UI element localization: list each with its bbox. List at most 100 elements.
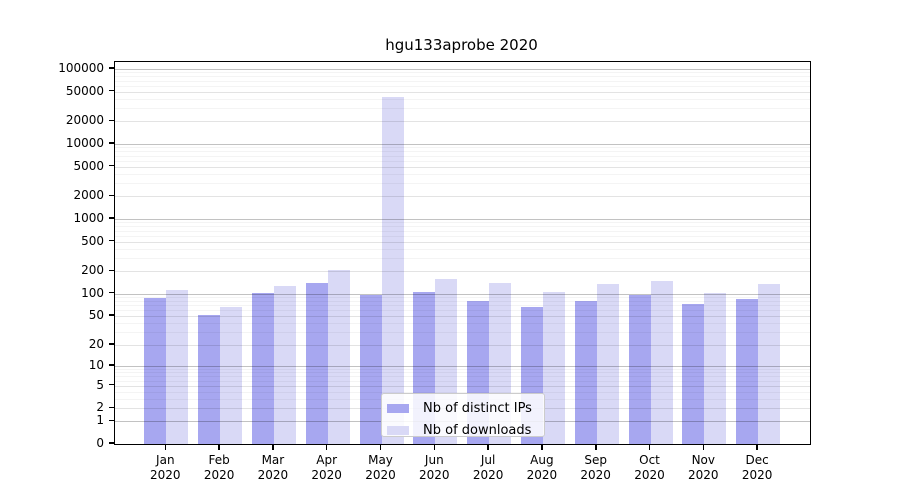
gridline xyxy=(115,91,810,93)
x-axis-tick-label: Jul 2020 xyxy=(472,453,504,482)
bar-sep-distinct-ips xyxy=(574,300,597,444)
gridline-minor xyxy=(115,332,810,334)
bar-apr-downloads xyxy=(327,270,350,444)
x-tick-mark xyxy=(218,444,220,450)
x-tick-mark xyxy=(272,444,274,450)
bar-jan-downloads xyxy=(166,290,189,444)
y-axis-tick-label: 10000 xyxy=(65,136,104,150)
gridline-minor xyxy=(115,305,810,307)
y-tick-mark xyxy=(109,194,114,197)
bar-oct-distinct-ips xyxy=(628,295,651,444)
plot-area: Nb of distinct IPs Nb of downloads xyxy=(114,61,811,445)
y-axis-tick-label: 50000 xyxy=(65,83,104,98)
y-tick-mark xyxy=(109,217,114,219)
bar-dec-distinct-ips xyxy=(736,299,759,444)
gridline-minor xyxy=(115,80,810,82)
y-axis-tick-label: 0 xyxy=(96,436,104,450)
x-axis-tick-label: May 2020 xyxy=(365,453,396,482)
bar-jan-distinct-ips xyxy=(144,297,167,444)
x-axis-tick-label: Aug 2020 xyxy=(526,453,558,482)
bar-nov-distinct-ips xyxy=(682,303,705,444)
y-tick-mark xyxy=(109,239,114,242)
bar-sep-downloads xyxy=(596,283,619,444)
gridline-minor xyxy=(115,380,810,382)
gridline xyxy=(115,365,810,367)
gridline-minor xyxy=(115,160,810,162)
gridline-minor xyxy=(115,226,810,228)
legend-item-distinct-ips: Nb of distinct IPs xyxy=(387,399,544,418)
gridline-minor xyxy=(115,323,810,324)
gridline xyxy=(115,385,810,387)
bar-feb-distinct-ips xyxy=(198,315,221,444)
y-axis-tick-label: 100 xyxy=(81,285,104,300)
gridline-minor xyxy=(115,147,810,149)
gridline xyxy=(115,344,810,346)
x-tick-mark xyxy=(325,444,328,450)
gridline-minor xyxy=(115,376,810,378)
bar-feb-downloads xyxy=(220,306,243,444)
legend-swatch-downloads xyxy=(387,426,409,435)
y-axis-tick-label: 2000 xyxy=(73,188,104,203)
x-axis-tick-label: Feb 2020 xyxy=(203,453,235,482)
y-tick-mark xyxy=(109,269,114,271)
gridline-minor xyxy=(115,258,810,260)
gridline-minor xyxy=(115,173,810,175)
bar-oct-downloads xyxy=(650,280,673,444)
chart-title: hgu133aprobe 2020 xyxy=(385,36,538,54)
gridline-minor xyxy=(115,300,810,302)
gridline-minor xyxy=(115,76,810,78)
y-tick-mark xyxy=(109,89,114,92)
y-tick-mark xyxy=(109,343,114,345)
gridline xyxy=(115,315,810,317)
legend-swatch-distinct-ips xyxy=(387,404,409,413)
y-axis-tick-label: 2 xyxy=(96,400,104,415)
y-tick-mark xyxy=(109,119,114,122)
y-axis-tick-label: 1 xyxy=(96,413,104,428)
gridline-minor xyxy=(115,230,810,232)
bar-aug-downloads xyxy=(542,292,565,444)
y-axis-tick-label: 10 xyxy=(88,357,104,372)
x-axis-tick-label: Apr 2020 xyxy=(311,453,342,482)
x-axis-tick-label: Mar 2020 xyxy=(257,453,289,482)
x-tick-mark xyxy=(541,444,543,450)
y-tick-mark xyxy=(109,314,114,316)
gridline-minor xyxy=(115,108,810,110)
y-axis-tick-label: 500 xyxy=(81,233,104,248)
gridline-minor xyxy=(115,98,810,100)
y-tick-mark xyxy=(109,364,114,366)
gridline-minor xyxy=(115,369,810,370)
x-tick-mark xyxy=(487,444,489,450)
gridline-minor xyxy=(115,310,810,312)
x-tick-mark xyxy=(164,444,167,450)
y-axis-tick-label: 200 xyxy=(81,263,104,278)
y-axis-tick-label: 50 xyxy=(88,307,104,322)
gridline-minor xyxy=(115,85,810,87)
x-axis-tick-label: Dec 2020 xyxy=(741,453,773,482)
gridline-minor xyxy=(115,391,810,393)
gridline xyxy=(115,219,810,220)
legend-item-downloads: Nb of downloads xyxy=(387,421,544,440)
bar-dec-downloads xyxy=(758,283,781,444)
gridline-minor xyxy=(115,155,810,157)
gridline-minor xyxy=(115,297,810,299)
gridline xyxy=(115,144,810,145)
gridline xyxy=(115,271,810,273)
bar-nov-downloads xyxy=(704,293,727,444)
gridline-minor xyxy=(115,372,810,374)
x-axis-tick-label: Sep 2020 xyxy=(580,453,611,482)
x-tick-mark xyxy=(433,444,436,450)
gridline-minor xyxy=(115,151,810,153)
y-tick-mark xyxy=(109,419,114,422)
y-tick-mark xyxy=(109,291,114,294)
legend-label-distinct-ips: Nb of distinct IPs xyxy=(423,401,532,416)
x-axis-tick-label: Nov 2020 xyxy=(688,453,719,482)
bar-may-distinct-ips xyxy=(359,294,382,444)
y-axis-tick-label: 5000 xyxy=(73,158,104,173)
gridline xyxy=(115,293,810,295)
bar-mar-downloads xyxy=(273,285,296,444)
y-axis-tick-label: 20000 xyxy=(65,113,104,128)
legend-label-downloads: Nb of downloads xyxy=(423,423,532,438)
x-axis-tick-label: Jun 2020 xyxy=(419,453,450,482)
y-tick-mark xyxy=(109,406,114,408)
